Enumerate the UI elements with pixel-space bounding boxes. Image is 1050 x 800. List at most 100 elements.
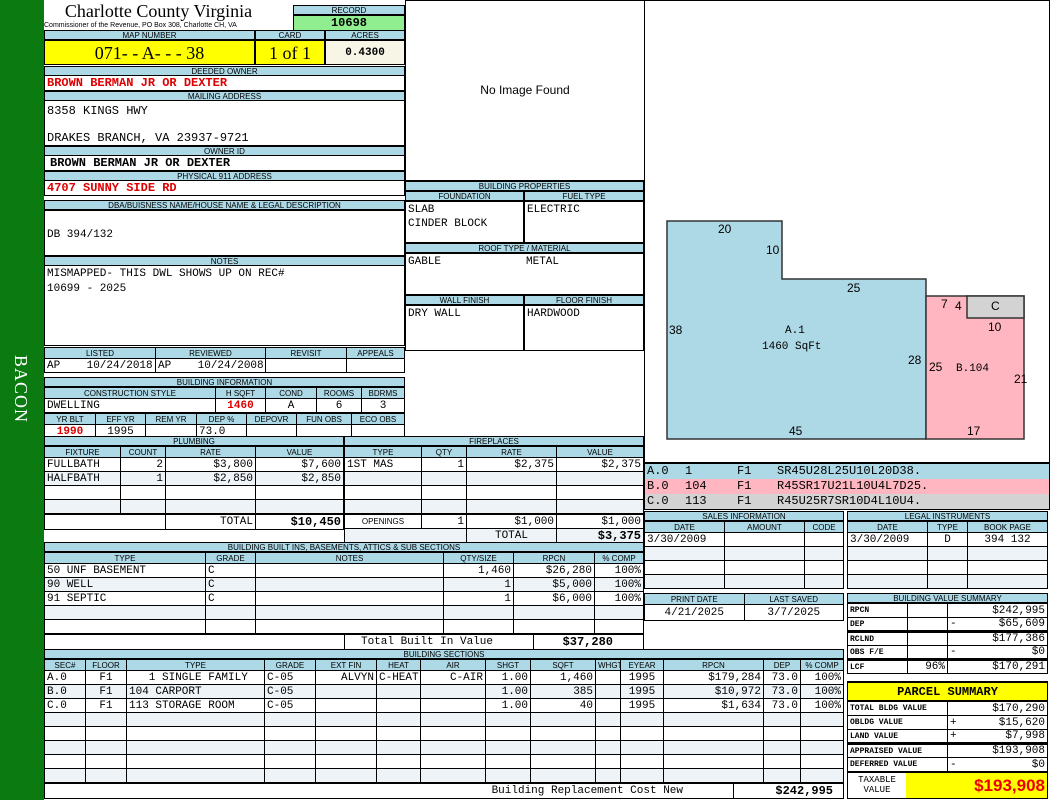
legend-cell: 1 — [685, 464, 693, 478]
card-label: CARD — [255, 30, 325, 40]
replacement-cost-label: Building Replacement Cost New — [44, 783, 734, 799]
builtins-cell: 1,460 — [443, 563, 514, 578]
sections-cell: $179,284 — [663, 670, 764, 685]
sections-cell — [595, 712, 621, 727]
dim-b-bottom: 17 — [967, 424, 981, 438]
rooms: 6 — [316, 398, 362, 413]
side-bar: BACON — [0, 0, 44, 800]
notes-line-1: MISMAPPED- THIS DWL SHOWS UP ON REC# — [47, 268, 285, 280]
last-saved-label: LAST SAVED — [743, 593, 844, 605]
dba-label: DBA/BUISNESS NAME/HOUSE NAME & LEGAL DES… — [44, 200, 405, 210]
sections-cell — [85, 768, 127, 783]
bvs-row: OBS F/E - $0 — [847, 645, 1048, 661]
mailing-line-2: DRAKES BRANCH, VA 23937-9721 — [47, 131, 249, 145]
legal-cell — [967, 574, 1048, 589]
sections-cell — [800, 754, 844, 769]
sections-cell — [800, 768, 844, 783]
print-date: 4/21/2025 — [644, 604, 745, 621]
sections-cell — [663, 726, 764, 741]
sections-cell — [420, 726, 486, 741]
sections-cell — [620, 726, 664, 741]
sections-cell — [763, 726, 801, 741]
deeded-owner: BROWN BERMAN JR OR DEXTER — [44, 75, 405, 91]
sections-cell — [376, 726, 421, 741]
section-c-label: C — [991, 299, 1000, 313]
foundation-2: CINDER BLOCK — [408, 218, 488, 230]
sections-header-row: SEC# FLOOR TYPE GRADE EXT FIN HEAT AIR SHGT SQFT… — [44, 659, 844, 671]
sections-cell: 1,460 — [530, 670, 596, 685]
sections-col-header: RPCN — [663, 659, 764, 671]
sales-col-header: CODE — [804, 521, 844, 533]
sections-cell: C-05 — [264, 684, 316, 699]
legal-cell — [847, 560, 928, 575]
fireplaces-cell — [556, 471, 644, 486]
sections-cell — [126, 754, 265, 769]
plumbing-col-header: VALUE — [255, 446, 344, 458]
sections-row — [44, 740, 844, 755]
year-built: 1990 — [44, 424, 96, 439]
sections-col-header: WHGT — [595, 659, 621, 671]
record-number: 10698 — [293, 15, 405, 31]
sections-cell — [595, 768, 621, 783]
sections-row — [44, 754, 844, 769]
legal-title: LEGAL INSTRUMENTS — [847, 511, 1048, 521]
sections-cell — [420, 754, 486, 769]
sections-cell — [44, 740, 86, 755]
bvs-row: DEP - $65,609 — [847, 617, 1048, 633]
roof: GABLE METAL — [405, 253, 644, 295]
bvs-row: RPCN $242,995 — [847, 603, 1048, 618]
acres-label: ACRES — [325, 30, 405, 40]
plumbing-cell: $7,600 — [255, 457, 344, 472]
fireplaces-cell — [344, 499, 422, 514]
wall-label: WALL FINISH — [405, 295, 524, 305]
fireplaces-cell — [556, 485, 644, 500]
plumbing-cell: $2,850 — [165, 471, 256, 486]
plumbing-cell — [255, 485, 344, 500]
plumbing-header-row: FIXTURE COUNT RATE VALUE — [44, 446, 344, 458]
listed-value: AP 10/24/2018 — [44, 358, 156, 373]
sections-cell — [85, 726, 127, 741]
map-number: 071- - A- - - 38 — [44, 40, 255, 65]
sections-cell — [595, 754, 621, 769]
section-b-label: B.104 — [956, 363, 989, 375]
parcel-row: OBLDG VALUE + $15,620 — [847, 715, 1048, 730]
builtins-cell: C — [205, 563, 256, 578]
roof-label: ROOF TYPE / MATERIAL — [405, 243, 644, 253]
sales-table: SALES INFORMATION DATE AMOUNT CODE 3/30/200… — [644, 511, 844, 589]
sections-col-header: SEC# — [44, 659, 86, 671]
replacement-cost: $242,995 — [733, 783, 844, 799]
dim-a-bottom: 45 — [789, 424, 803, 438]
fireplaces-cell — [344, 471, 422, 486]
roof-material: METAL — [526, 256, 560, 268]
parcel-row: TOTAL BLDG VALUE $170,290 — [847, 701, 1048, 716]
acres-value: 0.4300 — [325, 40, 405, 65]
legend-cell: F1 — [737, 479, 752, 493]
foundation-label: FOUNDATION — [405, 191, 524, 201]
sections-cell — [85, 712, 127, 727]
parcel-sign: + — [947, 729, 960, 745]
yrblt-label: YR BLT — [44, 413, 96, 425]
parcel-label: APPRAISED VALUE — [847, 743, 948, 758]
builtins-cell — [255, 563, 444, 578]
hsqft-label: H SQFT — [215, 387, 266, 399]
bvs-sign: - — [947, 645, 960, 661]
parcel-summary: PARCEL SUMMARY TOTAL BLDG VALUE $170,290 O… — [847, 681, 1048, 799]
sections-cell: 40 — [530, 698, 596, 713]
parcel-label: TOTAL BLDG VALUE — [847, 701, 948, 716]
sections-cell — [485, 726, 531, 741]
builtins-cell: 91 SEPTIC — [44, 591, 206, 606]
sections-cell — [315, 698, 377, 713]
sections-cell — [264, 754, 316, 769]
sections-cell — [420, 740, 486, 755]
building-properties-title: BUILDING PROPERTIES — [405, 181, 644, 191]
reviewed-label: REVIEWED — [155, 347, 266, 359]
sections-cell: 1.00 — [485, 670, 531, 685]
notes-line-2: 10699 - 2025 — [47, 283, 127, 295]
legal-cell — [927, 546, 968, 561]
sections-cell — [595, 670, 621, 685]
sections-row — [44, 726, 844, 741]
bvs-value: $177,386 — [959, 631, 1048, 646]
sections-cell — [595, 698, 621, 713]
parcel-value: $170,290 — [959, 701, 1048, 716]
builtins-cell — [205, 605, 256, 620]
